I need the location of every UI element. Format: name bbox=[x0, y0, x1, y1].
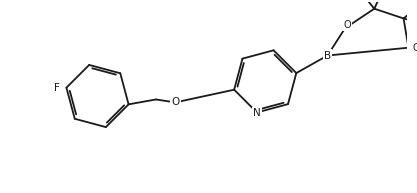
Text: O: O bbox=[343, 20, 351, 30]
Text: O: O bbox=[412, 43, 417, 53]
Text: F: F bbox=[54, 83, 60, 93]
Text: O: O bbox=[171, 97, 180, 107]
Text: B: B bbox=[324, 51, 331, 60]
Text: N: N bbox=[253, 108, 261, 119]
